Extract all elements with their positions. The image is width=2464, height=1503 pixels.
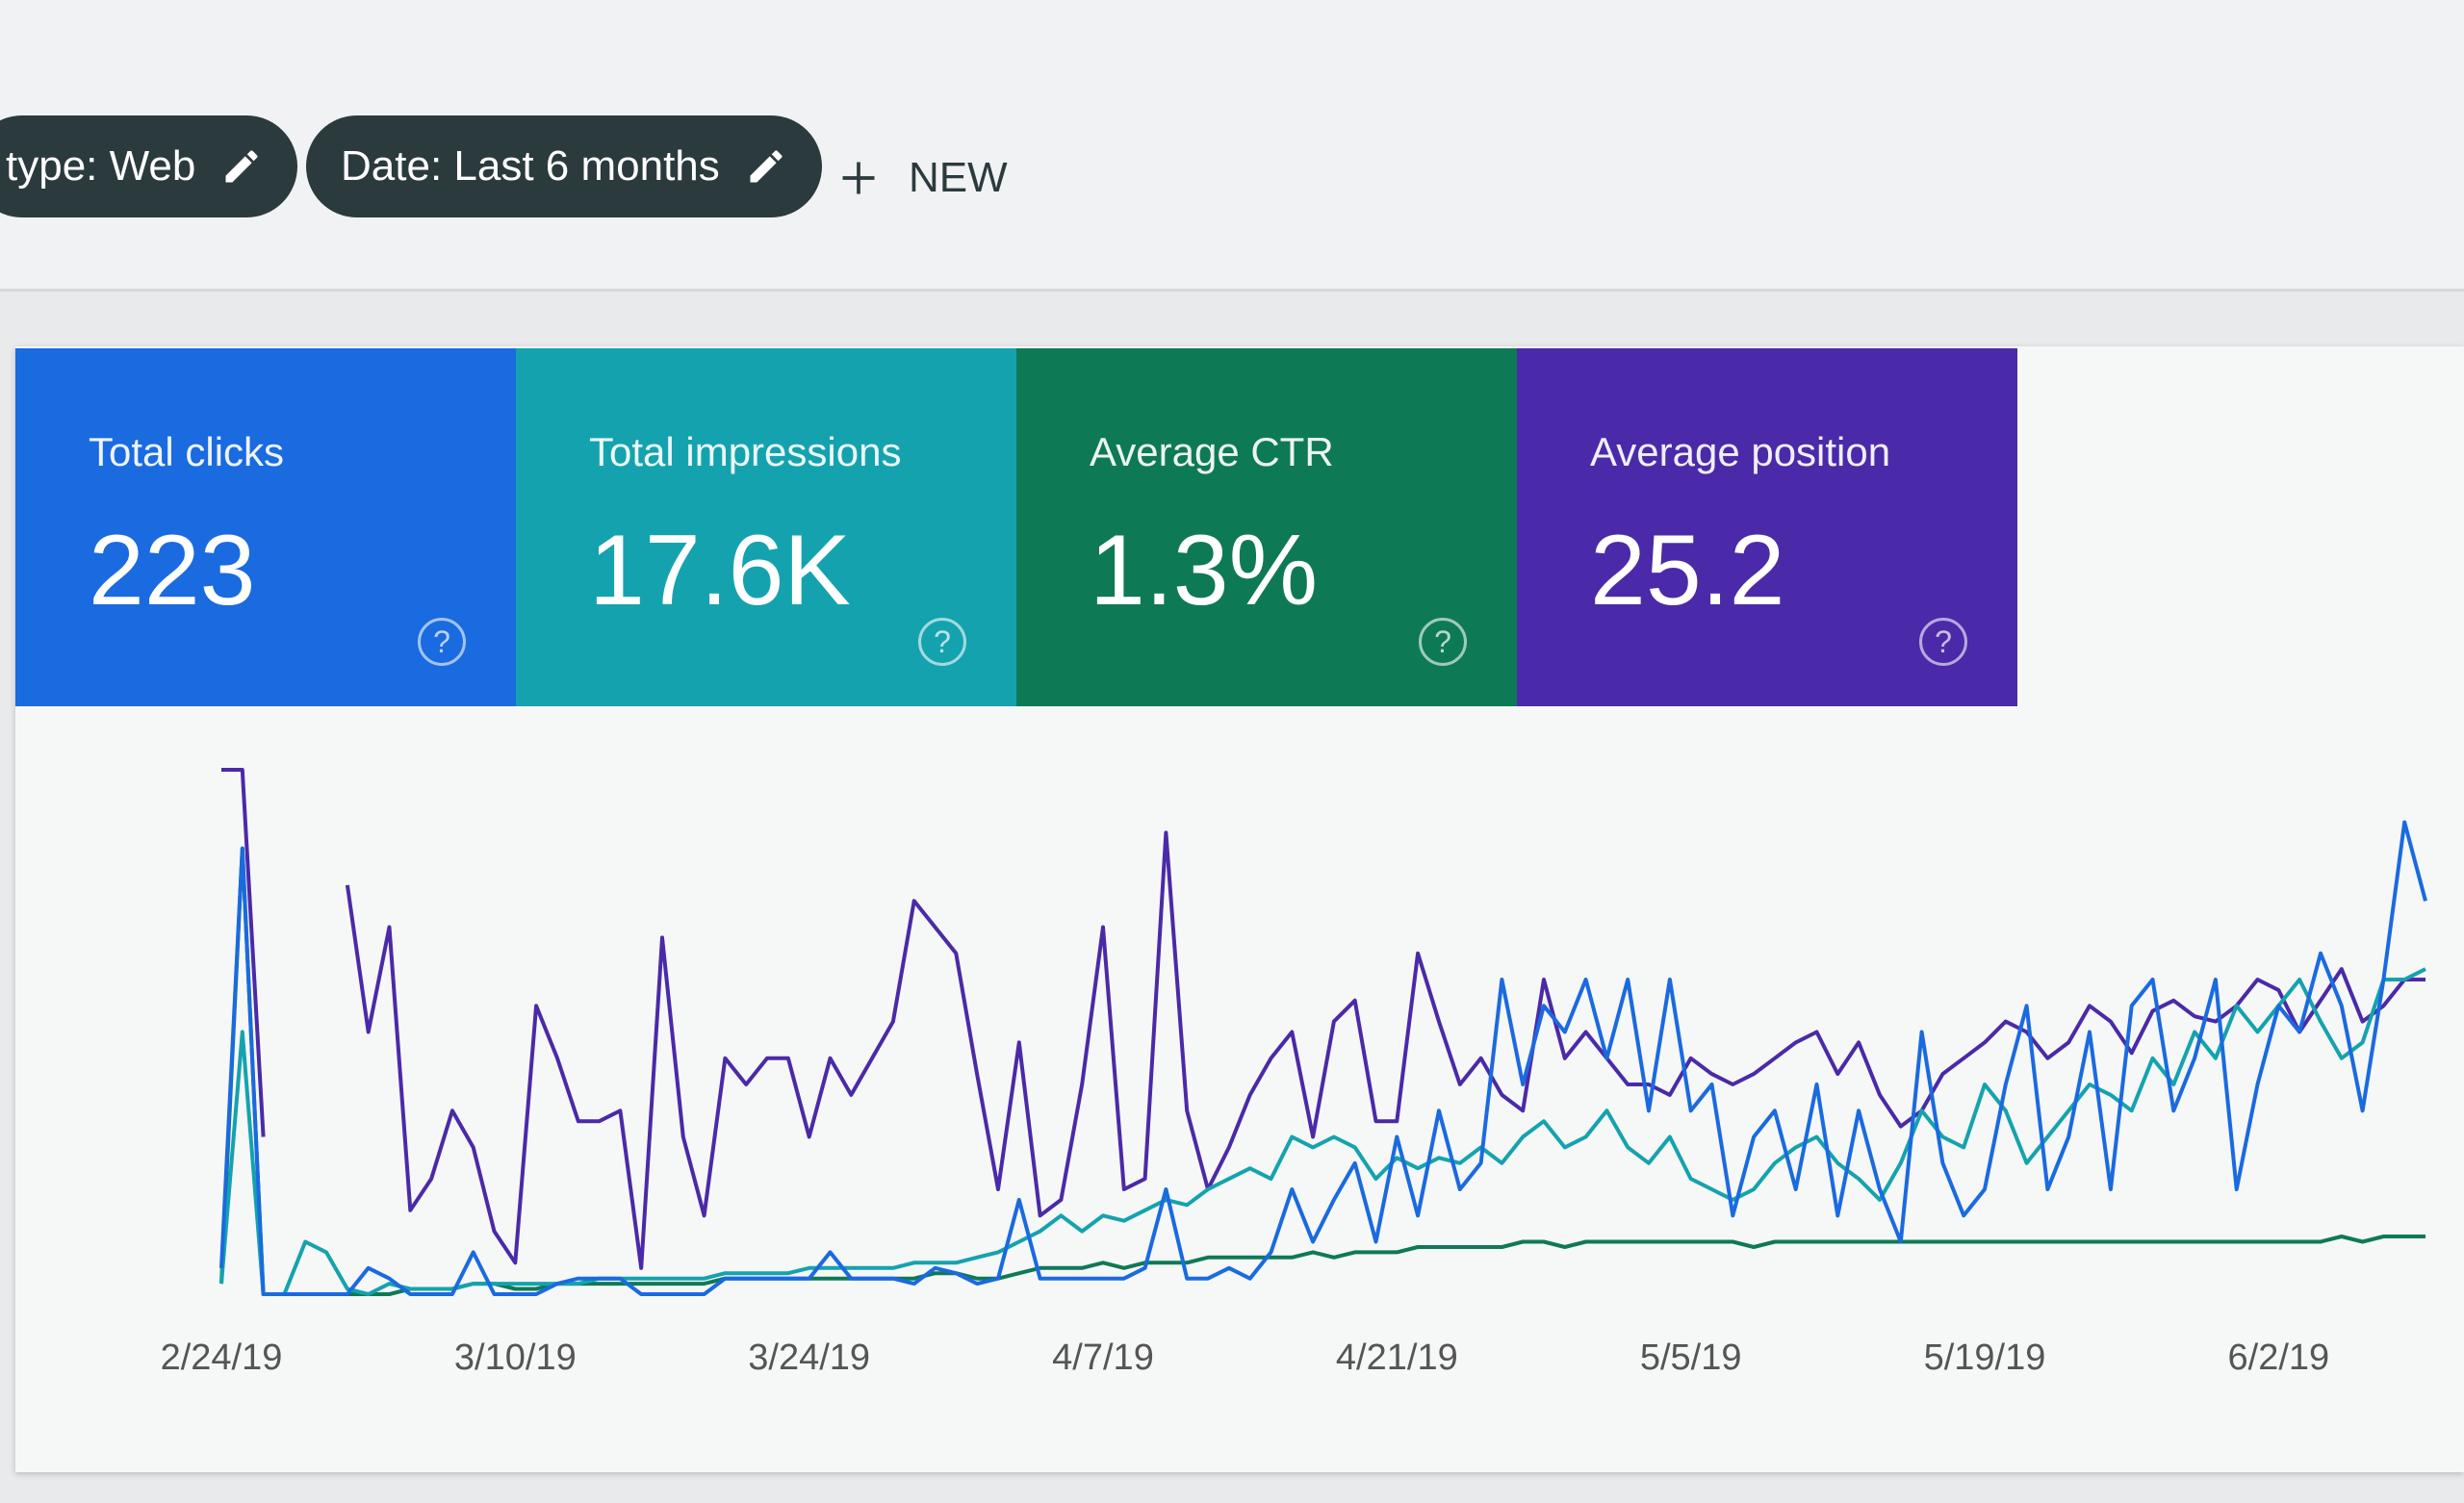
x-tick-label: 4/7/19 (1052, 1337, 1154, 1378)
metric-value: 223 (89, 515, 256, 626)
metric-title: Total clicks (89, 429, 285, 474)
chip-label: type: Web (6, 142, 196, 190)
help-icon: ? (418, 618, 466, 666)
series-line (221, 768, 2426, 1270)
metric-title: Average position (1590, 429, 1891, 474)
button-label: NEW (909, 154, 1008, 201)
metric-value: 1.3% (1090, 515, 1319, 626)
x-tick-label: 3/10/19 (454, 1337, 577, 1378)
metric-cards: Total clicks 223? Total impressions 17.6K? A… (15, 348, 2017, 706)
metric-card[interactable]: Average CTR 1.3%? (1016, 348, 1517, 706)
chip-label: Date: Last 6 months (341, 142, 720, 190)
x-tick-label: 3/24/19 (748, 1337, 870, 1378)
x-tick-label: 5/19/19 (1924, 1337, 2046, 1378)
series-line (219, 846, 2426, 1296)
metric-title: Total impressions (589, 429, 902, 474)
filter-chip[interactable]: Date: Last 6 months (306, 115, 822, 217)
filter-bar: type: Web Date: Last 6 months NEW (0, 0, 2464, 292)
metric-value: 25.2 (1590, 515, 1785, 626)
series-line (219, 820, 2427, 1296)
edit-icon (225, 150, 258, 183)
plus-icon (842, 162, 875, 194)
edit-icon (750, 150, 783, 183)
x-tick-label: 6/2/19 (2228, 1337, 2330, 1378)
metric-title: Average CTR (1090, 429, 1334, 474)
metric-card[interactable]: Average position 25.2? (1517, 348, 2017, 706)
help-icon: ? (1919, 618, 1967, 666)
x-tick-label: 2/24/19 (161, 1337, 283, 1378)
filter-chip[interactable]: type: Web (0, 115, 298, 217)
metric-card[interactable]: Total clicks 223? (15, 348, 516, 706)
metric-value: 17.6K (589, 515, 851, 626)
x-tick-label: 4/21/19 (1336, 1337, 1458, 1378)
series-line (219, 967, 2426, 1296)
x-tick-label: 5/5/19 (1640, 1337, 1742, 1378)
new-filter-button[interactable]: NEW (837, 154, 1008, 202)
metric-card[interactable]: Total impressions 17.6K? (516, 348, 1016, 706)
help-icon: ? (918, 618, 966, 666)
help-icon: ? (1419, 618, 1467, 666)
